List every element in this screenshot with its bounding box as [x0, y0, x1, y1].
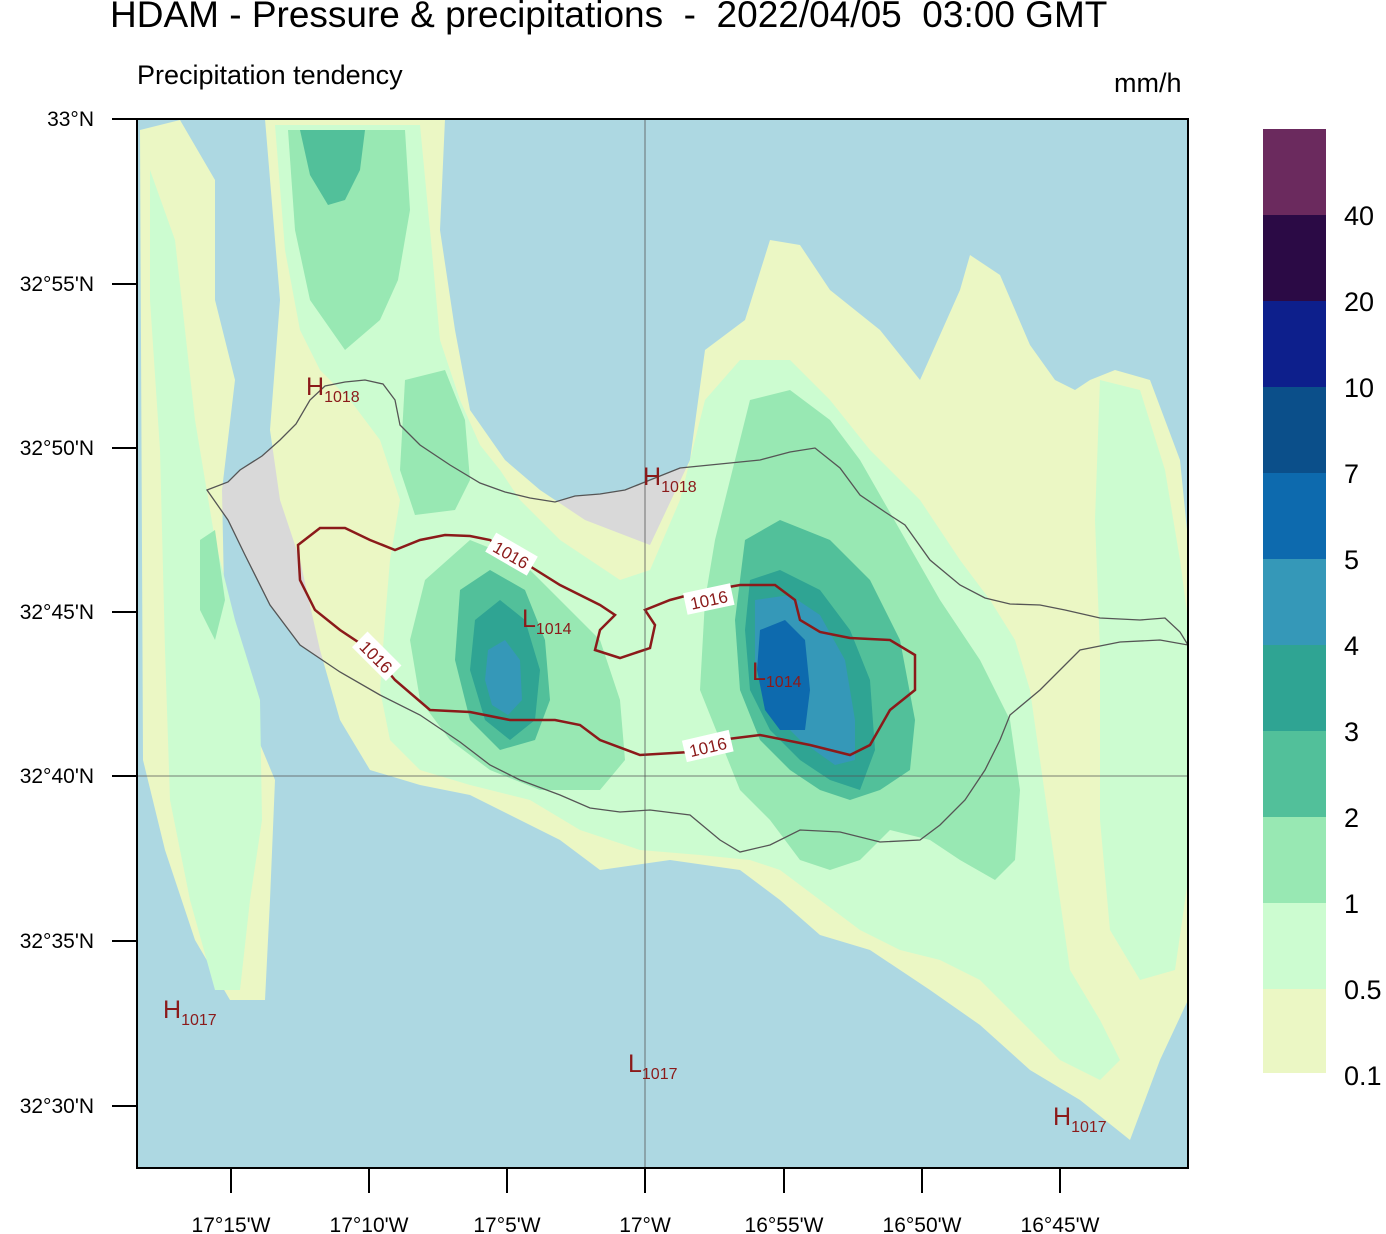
- pressure-center: H1017: [1053, 1103, 1107, 1136]
- colorbar: 40 20 10 7 5 4 3 2 1 0.5 0.1: [1263, 129, 1382, 1091]
- pressure-center: L1017: [628, 1050, 678, 1083]
- pressure-center-value: 1017: [642, 1066, 678, 1083]
- lat-label: 32°40'N: [20, 765, 94, 788]
- map-subtitle: Precipitation tendency: [137, 60, 403, 90]
- colorbar-label: 0.5: [1344, 975, 1382, 1005]
- pressure-center-value: 1018: [324, 389, 360, 406]
- lon-label: 16°45'W: [1021, 1214, 1100, 1234]
- colorbar-label: 4: [1344, 631, 1359, 661]
- map-frame: [136, 118, 1189, 1169]
- lon-label: 16°50'W: [883, 1214, 962, 1234]
- colorbar-swatch: [1263, 645, 1326, 731]
- colorbar-swatch: [1263, 817, 1326, 903]
- colorbar-swatch: [1263, 473, 1326, 559]
- lon-label: 17°10'W: [330, 1214, 409, 1234]
- colorbar-label: 0.1: [1344, 1061, 1382, 1091]
- lon-axis: [230, 1168, 1061, 1193]
- colorbar-swatch: [1263, 301, 1326, 387]
- colorbar-swatch: [1263, 215, 1326, 301]
- lon-label: 16°55'W: [745, 1214, 824, 1234]
- lon-labels: 17°15'W 17°10'W 17°5'W 17°W 16°55'W 16°5…: [192, 1214, 1100, 1234]
- colorbar-label: 2: [1344, 803, 1359, 833]
- colorbar-label: 10: [1344, 373, 1374, 403]
- pressure-center-type: L: [522, 605, 536, 633]
- lon-label: 17°15'W: [192, 1214, 271, 1234]
- colorbar-swatch: [1263, 731, 1326, 817]
- pressure-center-value: 1017: [1071, 1119, 1107, 1136]
- colorbar-swatch: [1263, 903, 1326, 989]
- colorbar-swatch: [1263, 129, 1326, 215]
- colorbar-label: 7: [1344, 459, 1359, 489]
- pressure-center: H1017: [163, 996, 217, 1029]
- isobar-label-2: 1016: [683, 583, 735, 615]
- lat-label: 33°N: [47, 108, 94, 131]
- colorbar-swatch: [1263, 989, 1326, 1073]
- colorbar-swatch: [1263, 559, 1326, 645]
- lat-label: 32°55'N: [20, 273, 94, 296]
- colorbar-label: 5: [1344, 545, 1359, 575]
- colorbar-label: 1: [1344, 889, 1359, 919]
- pressure-center: H1018: [643, 463, 697, 496]
- colorbar-label: 40: [1344, 201, 1374, 231]
- pressure-center-value: 1018: [661, 479, 697, 496]
- lat-labels: 33°N 32°55'N 32°50'N 32°45'N 32°40'N 32°…: [20, 108, 94, 1118]
- lat-label: 32°45'N: [20, 601, 94, 624]
- units-label: mm/h: [1114, 68, 1182, 98]
- pressure-center: H1018: [306, 373, 360, 406]
- pressure-center-value: 1014: [766, 674, 802, 691]
- lat-axis: [112, 118, 137, 1107]
- precip-5: [757, 620, 810, 730]
- pressure-center-type: H: [163, 996, 181, 1024]
- colorbar-label: 20: [1344, 287, 1374, 317]
- lat-label: 32°50'N: [20, 437, 94, 460]
- map-title: HDAM - Pressure & precipitations - 2022/…: [110, 0, 1108, 35]
- coastline: [205, 379, 1188, 853]
- lat-label: 32°35'N: [20, 930, 94, 953]
- pressure-center-type: L: [752, 658, 766, 686]
- pressure-center: L1014: [752, 658, 802, 691]
- pressure-center-type: H: [1053, 1103, 1071, 1131]
- pressure-center-type: H: [306, 373, 324, 401]
- lon-label: 17°5'W: [473, 1214, 540, 1234]
- pressure-center-type: L: [628, 1050, 642, 1078]
- colorbar-label: 3: [1344, 717, 1359, 747]
- pressure-center-value: 1014: [536, 621, 572, 638]
- colorbar-swatch: [1263, 387, 1326, 473]
- lat-label: 32°30'N: [20, 1095, 94, 1118]
- pressure-center: L1014: [522, 605, 572, 638]
- lon-label: 17°W: [619, 1214, 671, 1234]
- pressure-center-type: H: [643, 463, 661, 491]
- pressure-center-value: 1017: [181, 1012, 217, 1029]
